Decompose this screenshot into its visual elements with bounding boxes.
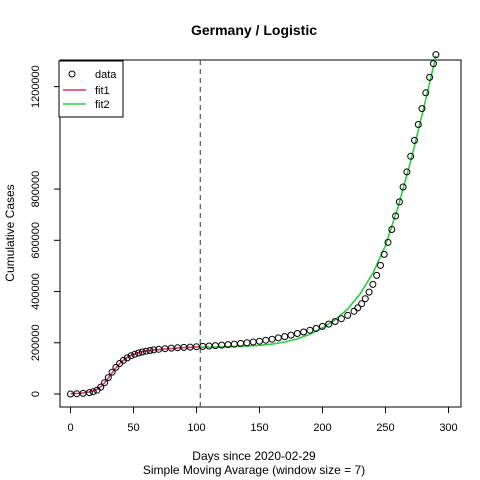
y-tick-label: 1200000 xyxy=(30,65,42,108)
y-tick-label: 200000 xyxy=(30,324,42,361)
data-point xyxy=(306,326,314,334)
data-point xyxy=(142,347,150,355)
data-point xyxy=(407,152,415,160)
data-point xyxy=(414,121,422,128)
data-point xyxy=(205,342,213,350)
data-point xyxy=(135,349,142,357)
data-point xyxy=(249,338,257,346)
data-point xyxy=(127,352,135,360)
data-point xyxy=(426,73,434,81)
data-point xyxy=(293,330,301,337)
series-layer xyxy=(67,51,440,398)
y-tick-label: 0 xyxy=(30,391,42,397)
data-point xyxy=(300,328,308,336)
y-tick-label: 400000 xyxy=(30,273,42,310)
data-point xyxy=(373,271,381,279)
data-point xyxy=(89,388,97,396)
y-tick-label: 800000 xyxy=(30,171,42,208)
data-point xyxy=(377,261,384,269)
data-point xyxy=(403,168,411,176)
x-tick-label: 200 xyxy=(313,422,331,434)
data-point xyxy=(380,250,388,258)
data-point xyxy=(392,212,400,220)
data-point xyxy=(312,324,320,332)
legend-fit2-label: fit2 xyxy=(95,99,110,111)
y-axis: 0 200000 400000 600000 800000 1200000 xyxy=(30,65,61,397)
data-point xyxy=(287,331,295,339)
data-point xyxy=(112,363,120,371)
data-point xyxy=(395,198,403,206)
data-point xyxy=(350,307,358,315)
data-point xyxy=(108,368,116,376)
y-tick-label: 600000 xyxy=(30,222,42,259)
data-point xyxy=(274,334,282,342)
data-point xyxy=(150,346,158,354)
x-tick-label: 0 xyxy=(67,422,73,434)
x-tick-label: 100 xyxy=(187,422,205,434)
fit2-line xyxy=(200,55,437,348)
data-point xyxy=(237,339,245,347)
data-point xyxy=(256,337,263,345)
data-point xyxy=(243,339,251,347)
data-point xyxy=(344,311,352,319)
data-point xyxy=(418,105,426,113)
data-point xyxy=(354,304,362,312)
data-point xyxy=(384,238,392,246)
legend: data fit1 fit2 xyxy=(58,60,124,118)
data-point xyxy=(358,300,366,308)
data-point xyxy=(281,333,289,341)
data-point xyxy=(138,348,146,356)
data-point xyxy=(268,335,276,343)
data-point xyxy=(262,336,270,344)
data-point xyxy=(369,280,377,288)
data-point xyxy=(399,183,407,191)
data-point xyxy=(411,136,418,144)
data-point xyxy=(361,295,369,303)
data-point xyxy=(131,350,139,358)
data-point xyxy=(365,288,373,296)
legend-box xyxy=(58,60,124,118)
x-axis: 0 50 100 150 200 250 300 xyxy=(67,406,458,434)
legend-data-symbol xyxy=(68,70,76,78)
x-axis-subtitle: Simple Moving Avarage (window size = 7) xyxy=(143,463,365,477)
data-point xyxy=(146,347,154,354)
data-point xyxy=(331,318,339,325)
data-point xyxy=(429,60,437,68)
chart-title: Germany / Logistic xyxy=(191,22,317,38)
x-axis-title: Days since 2020-02-29 xyxy=(192,449,316,463)
data-point xyxy=(422,89,430,97)
y-axis-title: Cumulative Cases xyxy=(3,184,17,281)
data-point xyxy=(85,389,93,397)
data-point xyxy=(337,315,345,323)
data-point xyxy=(97,383,105,391)
data-point xyxy=(101,379,108,387)
data-point xyxy=(325,320,333,328)
data-point xyxy=(388,226,396,233)
legend-data-label: data xyxy=(95,69,117,81)
x-tick-label: 150 xyxy=(250,422,268,434)
data-point xyxy=(104,374,112,382)
data-point xyxy=(319,322,326,330)
x-tick-label: 250 xyxy=(376,422,394,434)
data-point xyxy=(123,354,131,362)
x-tick-label: 300 xyxy=(439,422,457,434)
data-point xyxy=(432,51,440,59)
x-tick-label: 50 xyxy=(127,422,139,434)
legend-fit1-label: fit1 xyxy=(95,85,110,97)
